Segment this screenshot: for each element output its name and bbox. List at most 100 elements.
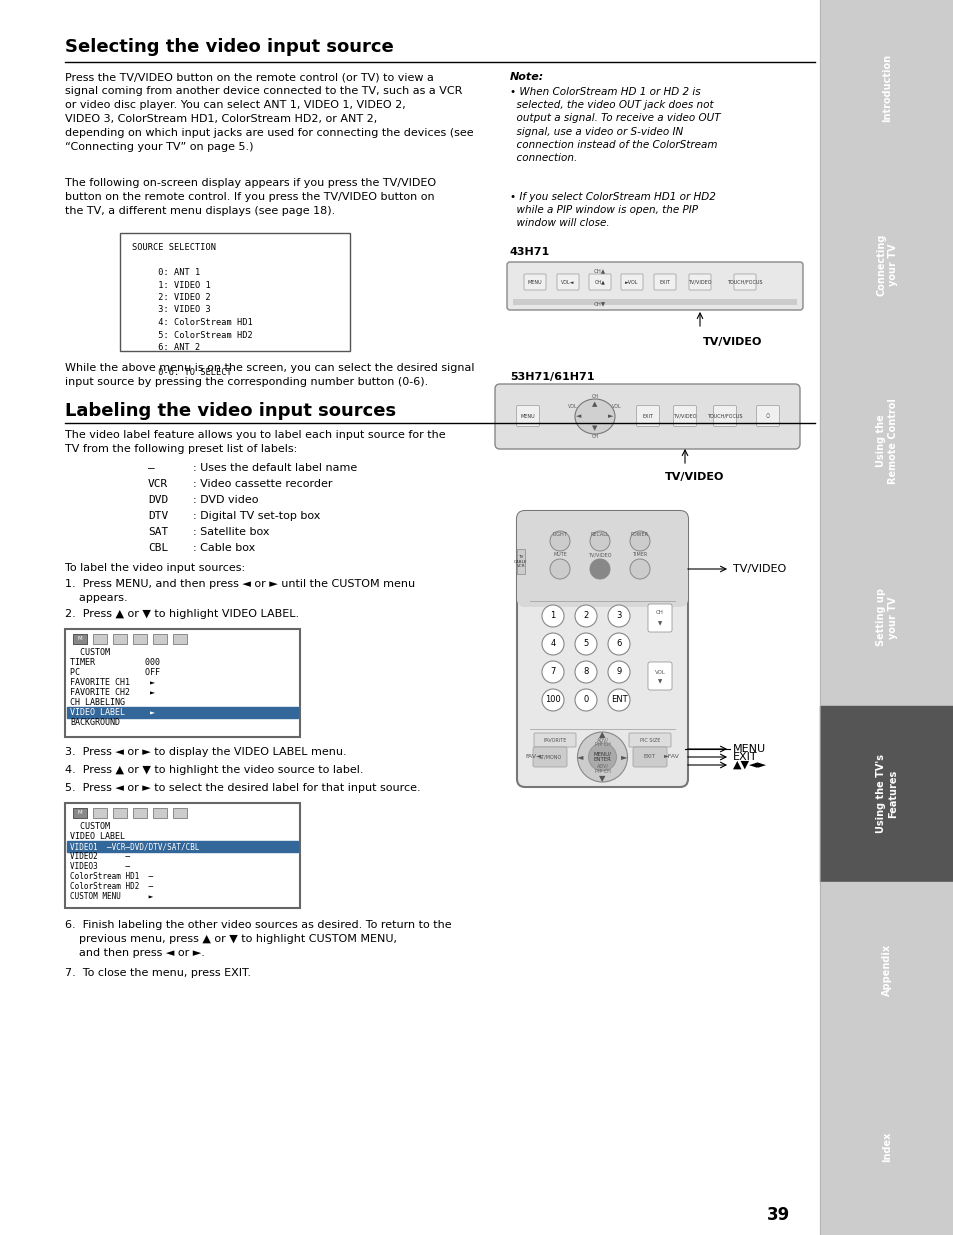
Circle shape bbox=[575, 634, 597, 655]
Text: DVD: DVD bbox=[148, 495, 168, 505]
Text: 53H71/61H71: 53H71/61H71 bbox=[510, 372, 594, 382]
Circle shape bbox=[588, 743, 616, 771]
Circle shape bbox=[541, 605, 563, 627]
FancyBboxPatch shape bbox=[516, 405, 539, 426]
Text: DTV: DTV bbox=[148, 511, 168, 521]
Text: 100: 100 bbox=[544, 695, 560, 704]
Circle shape bbox=[607, 689, 629, 711]
Bar bbox=[820, 530, 953, 705]
Text: ▲▼◄►: ▲▼◄► bbox=[732, 760, 766, 769]
Text: : Digital TV set-top box: : Digital TV set-top box bbox=[193, 511, 320, 521]
Ellipse shape bbox=[575, 399, 615, 433]
Text: ADV/
PIP CH: ADV/ PIP CH bbox=[594, 763, 610, 774]
Text: 5: 5 bbox=[583, 640, 588, 648]
Bar bbox=[73, 634, 87, 643]
Text: EXIT: EXIT bbox=[659, 279, 670, 284]
Text: ◄: ◄ bbox=[577, 752, 583, 762]
Circle shape bbox=[589, 559, 609, 579]
FancyBboxPatch shape bbox=[557, 274, 578, 290]
Text: TV/VIDEO: TV/VIDEO bbox=[588, 552, 611, 557]
Text: ►VOL: ►VOL bbox=[624, 279, 639, 284]
Circle shape bbox=[607, 605, 629, 627]
Bar bbox=[513, 299, 796, 305]
FancyBboxPatch shape bbox=[628, 734, 670, 747]
FancyBboxPatch shape bbox=[534, 734, 576, 747]
Text: ▼: ▼ bbox=[658, 679, 661, 684]
FancyBboxPatch shape bbox=[588, 274, 610, 290]
Text: TV/VIDEO: TV/VIDEO bbox=[673, 414, 696, 419]
Text: CH: CH bbox=[656, 610, 663, 615]
Text: CH▲: CH▲ bbox=[594, 268, 605, 273]
Text: ▲: ▲ bbox=[598, 730, 605, 740]
Text: ◄: ◄ bbox=[576, 414, 581, 420]
Text: • When ColorStream HD 1 or HD 2 is
  selected, the video OUT jack does not
  out: • When ColorStream HD 1 or HD 2 is selec… bbox=[510, 86, 720, 163]
Text: 8: 8 bbox=[582, 667, 588, 677]
Text: PC             OFF: PC OFF bbox=[70, 668, 160, 677]
Text: 43H71: 43H71 bbox=[510, 247, 550, 257]
Circle shape bbox=[577, 732, 627, 782]
FancyBboxPatch shape bbox=[647, 604, 671, 632]
Bar bbox=[172, 808, 187, 818]
Text: MENU: MENU bbox=[732, 743, 765, 755]
Bar bbox=[73, 808, 87, 818]
Text: ▼: ▼ bbox=[592, 426, 598, 431]
Text: ▼: ▼ bbox=[658, 621, 661, 626]
Text: ○: ○ bbox=[765, 414, 769, 419]
Text: POWER: POWER bbox=[630, 531, 648, 536]
Text: TV/VIDEO: TV/VIDEO bbox=[664, 472, 723, 482]
Text: 2.  Press ▲ or ▼ to highlight VIDEO LABEL.: 2. Press ▲ or ▼ to highlight VIDEO LABEL… bbox=[65, 609, 299, 619]
Text: 5.  Press ◄ or ► to select the desired label for that input source.: 5. Press ◄ or ► to select the desired la… bbox=[65, 783, 420, 793]
Text: 6.  Finish labeling the other video sources as desired. To return to the
    pre: 6. Finish labeling the other video sourc… bbox=[65, 920, 451, 958]
Circle shape bbox=[589, 531, 609, 551]
Bar bbox=[820, 0, 953, 177]
Circle shape bbox=[541, 689, 563, 711]
FancyBboxPatch shape bbox=[495, 384, 800, 450]
Text: While the above menu is on the screen, you can select the desired signal
input s: While the above menu is on the screen, y… bbox=[65, 363, 474, 387]
Text: CH: CH bbox=[591, 394, 598, 399]
Text: Labeling the video input sources: Labeling the video input sources bbox=[65, 403, 395, 420]
FancyBboxPatch shape bbox=[517, 511, 687, 606]
Text: : Uses the default label name: : Uses the default label name bbox=[193, 463, 356, 473]
FancyBboxPatch shape bbox=[688, 274, 710, 290]
Text: VCR: VCR bbox=[148, 479, 168, 489]
Text: M: M bbox=[77, 636, 82, 641]
FancyBboxPatch shape bbox=[506, 262, 802, 310]
FancyBboxPatch shape bbox=[523, 274, 545, 290]
Text: Press the TV/VIDEO button on the remote control (or TV) to view a
signal coming : Press the TV/VIDEO button on the remote … bbox=[65, 72, 473, 152]
Bar bbox=[820, 1058, 953, 1235]
Text: 2: 2 bbox=[583, 611, 588, 620]
Bar bbox=[820, 882, 953, 1058]
Text: 0: 0 bbox=[583, 695, 588, 704]
Text: Connecting
your TV: Connecting your TV bbox=[875, 233, 897, 296]
Text: 4.  Press ▲ or ▼ to highlight the video source to label.: 4. Press ▲ or ▼ to highlight the video s… bbox=[65, 764, 363, 776]
Circle shape bbox=[629, 531, 649, 551]
Bar bbox=[172, 634, 187, 643]
Text: VOL: VOL bbox=[612, 404, 621, 409]
Circle shape bbox=[629, 559, 649, 579]
FancyBboxPatch shape bbox=[636, 405, 659, 426]
Text: • If you select ColorStream HD1 or HD2
  while a PIP window is open, the PIP
  w: • If you select ColorStream HD1 or HD2 w… bbox=[510, 191, 715, 228]
Text: MENU: MENU bbox=[520, 414, 535, 419]
Bar bbox=[65, 629, 299, 737]
Text: SAT: SAT bbox=[148, 527, 168, 537]
Circle shape bbox=[575, 661, 597, 683]
Text: TIMER          000: TIMER 000 bbox=[70, 658, 160, 667]
Text: : Satellite box: : Satellite box bbox=[193, 527, 269, 537]
Text: CBL: CBL bbox=[148, 543, 168, 553]
Text: ▲: ▲ bbox=[592, 401, 598, 408]
Text: TOUCH/FOCUS: TOUCH/FOCUS bbox=[726, 279, 762, 284]
Text: TV/VIDEO: TV/VIDEO bbox=[702, 337, 761, 347]
Text: BACKGROUND: BACKGROUND bbox=[70, 718, 120, 727]
Bar bbox=[820, 353, 953, 530]
Text: ENT: ENT bbox=[610, 695, 627, 704]
Text: Selecting the video input source: Selecting the video input source bbox=[65, 38, 394, 56]
Text: MENU: MENU bbox=[527, 279, 541, 284]
Circle shape bbox=[575, 689, 597, 711]
Circle shape bbox=[575, 605, 597, 627]
Text: Appendix: Appendix bbox=[882, 945, 891, 997]
Text: Setting up
your TV: Setting up your TV bbox=[875, 589, 897, 646]
Text: VIDEO LABEL: VIDEO LABEL bbox=[70, 832, 125, 841]
Text: CUSTOM: CUSTOM bbox=[70, 823, 110, 831]
Text: ►FAV: ►FAV bbox=[663, 755, 679, 760]
Text: Note:: Note: bbox=[510, 72, 543, 82]
